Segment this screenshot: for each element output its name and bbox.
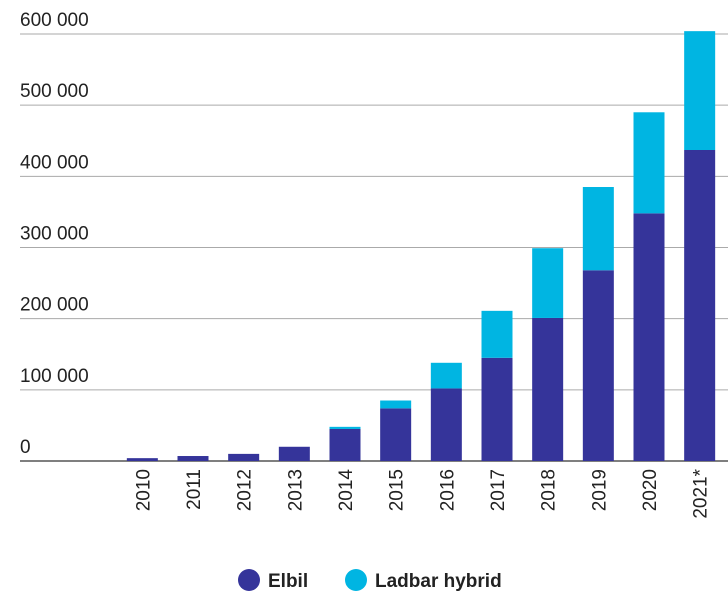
x-tick-label: 2020 [640, 469, 661, 511]
x-tick-label: 2019 [589, 469, 610, 511]
bar-segment [380, 408, 412, 461]
legend-swatch [238, 569, 260, 591]
bar-segment [430, 362, 462, 389]
bar-segment [228, 453, 260, 461]
y-tick-label: 500 000 [20, 81, 89, 102]
y-tick-label: 600 000 [20, 10, 89, 31]
x-tick-label: 2018 [539, 469, 560, 511]
legend-swatch [345, 569, 367, 591]
bar-segment [329, 428, 361, 461]
bar-segment [430, 388, 462, 461]
legend-label: Ladbar hybrid [375, 571, 502, 592]
bar-segment [177, 456, 209, 461]
legend-label: Elbil [268, 571, 308, 592]
bar-segment [278, 446, 310, 461]
y-tick-label: 300 000 [20, 224, 89, 245]
x-tick-label: 2015 [387, 469, 408, 511]
bar-segment [481, 310, 513, 358]
bar-segment [532, 317, 564, 461]
y-tick-label: 200 000 [20, 295, 89, 316]
bar-segment [684, 31, 716, 151]
x-tick-label: 2017 [488, 469, 509, 511]
x-tick-label: 2013 [285, 469, 306, 511]
bar-segment [532, 248, 564, 318]
x-tick-label: 2021* [691, 468, 712, 518]
bar-segment [329, 426, 361, 429]
bar-segment [380, 400, 412, 409]
bar-segment [633, 112, 665, 214]
x-tick-label: 2012 [235, 469, 256, 511]
y-tick-label: 100 000 [20, 366, 89, 387]
bar-segment [126, 458, 158, 461]
x-tick-label: 2016 [437, 469, 458, 511]
x-tick-label: 2011 [184, 469, 205, 510]
bar-segment [582, 187, 614, 271]
bar-segment [582, 270, 614, 461]
y-tick-label: 400 000 [20, 152, 89, 173]
x-tick-label: 2010 [133, 469, 154, 511]
bar-segment [684, 150, 716, 462]
y-tick-label: 0 [20, 437, 31, 458]
x-tick-label: 2014 [336, 469, 357, 512]
bar-segment [481, 357, 513, 461]
bar-segment [633, 213, 665, 461]
